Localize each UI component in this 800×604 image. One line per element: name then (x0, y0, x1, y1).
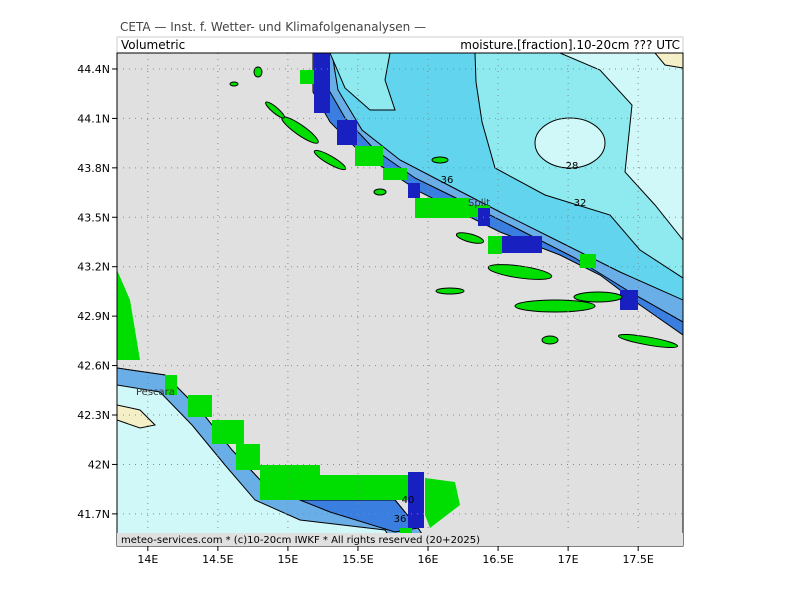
header-field: moisture.[fraction].10-20cm ??? UTC (460, 38, 680, 52)
y-tick-label: 44.1N (77, 112, 110, 125)
contour-label: 40 (402, 495, 415, 506)
contour-label: 32 (574, 198, 587, 209)
islands (229, 66, 679, 349)
y-tick-label: 42.9N (77, 310, 110, 323)
header-subtitle: Volumetric (121, 38, 185, 52)
land-band (559, 53, 683, 241)
x-tick-label: 16E (418, 553, 439, 566)
x-tick-label: 17E (558, 553, 579, 566)
x-tick-label: 17.5E (622, 553, 653, 566)
y-tick-label: 42.3N (77, 409, 110, 422)
x-tick-label: 14E (137, 553, 158, 566)
y-tick-label: 41.7N (77, 508, 110, 521)
y-tick-label: 44.4N (77, 63, 110, 76)
y-tick-label: 42.6N (77, 360, 110, 373)
land-band (329, 53, 396, 111)
footer: meteo-services.com * (c)10-20cm IWKF * A… (121, 535, 480, 546)
contour-28 (534, 117, 606, 169)
coast-cells (117, 70, 596, 546)
grid (117, 53, 683, 546)
y-tick-label: 43.8N (77, 162, 110, 175)
contour-label: 36 (441, 175, 454, 186)
x-tick-label: 16.5E (482, 553, 513, 566)
footer-box (117, 533, 683, 546)
place-label: Pescara (136, 387, 175, 398)
x-tick-label: 14.5E (202, 553, 233, 566)
land-band (117, 404, 157, 429)
header-title: CETA — Inst. f. Wetter- und Klimafolgena… (120, 20, 426, 34)
y-tick-label: 42N (88, 458, 110, 471)
y-tick-label: 43.2N (77, 261, 110, 274)
x-tick-label: 15.5E (342, 553, 373, 566)
place-label: Split (468, 198, 490, 209)
land-band (654, 53, 683, 69)
x-tick-label: 15E (277, 553, 298, 566)
contour-label: 28 (566, 161, 579, 172)
map-area (117, 53, 683, 546)
y-tick-label: 43.5N (77, 211, 110, 224)
contour-label: 36 (394, 514, 407, 525)
